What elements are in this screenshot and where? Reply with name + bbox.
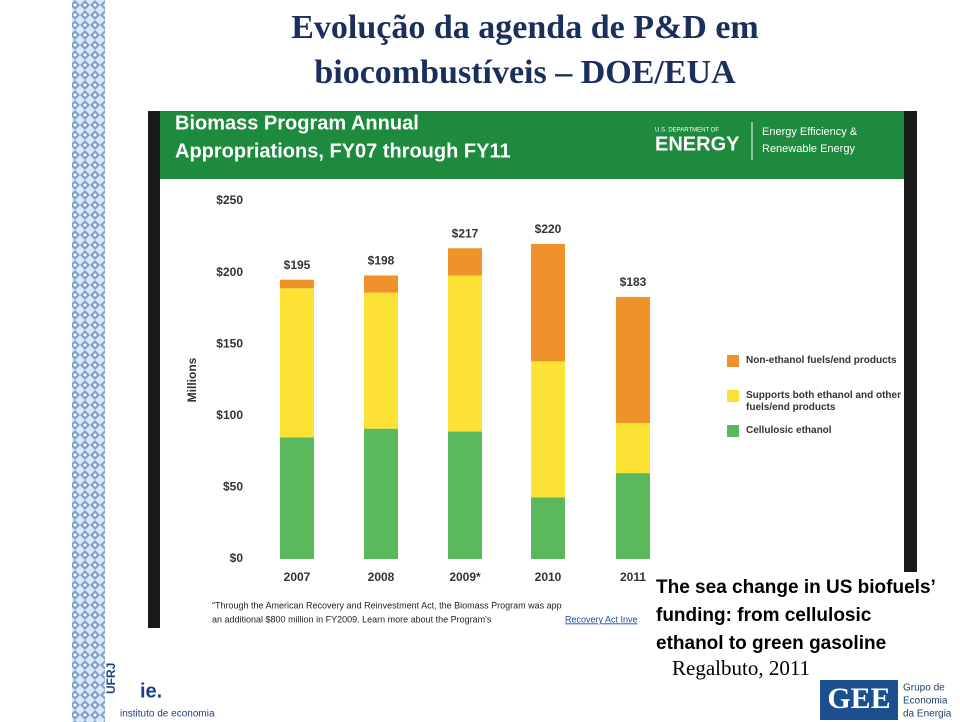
logo-mark: ie. (140, 680, 162, 702)
bar-segment (280, 437, 314, 559)
y-tick-label: $50 (223, 480, 243, 494)
bar-segment (364, 292, 398, 429)
legend-label: Non-ethanol fuels/end products (746, 355, 897, 366)
x-tick-label: 2007 (284, 570, 311, 584)
legend-swatch (727, 390, 739, 402)
chart-title: Appropriations, FY07 through FY11 (175, 140, 511, 162)
total-label: $220 (535, 222, 562, 236)
bar-segment (531, 361, 565, 498)
x-tick-label: 2010 (535, 570, 562, 584)
bar-segment (616, 296, 650, 423)
overlay-box (652, 572, 960, 662)
footnote: “Through the American Recovery and Reinv… (212, 600, 562, 610)
y-tick-label: $150 (216, 336, 243, 350)
x-tick-label: 2008 (368, 570, 395, 584)
total-label: $217 (452, 226, 479, 240)
chart-title: Biomass Program Annual (175, 112, 419, 134)
footnote: an additional $800 million in FY2009. Le… (212, 614, 492, 624)
total-label: $183 (620, 275, 647, 289)
overlay-text: The sea change in US biofuels’ (656, 577, 936, 598)
legend-label: Cellulosic ethanol (746, 425, 832, 436)
total-label: $195 (284, 258, 311, 272)
bar-segment (280, 288, 314, 438)
x-tick-label: 2009* (449, 570, 481, 584)
citation: Regalbuto, 2011 (672, 656, 810, 680)
slide-title: biocombustíveis – DOE/EUA (314, 54, 736, 91)
y-tick-label: $200 (216, 265, 243, 279)
bar-segment (280, 279, 314, 289)
bar-segment (531, 243, 565, 362)
agency: ENERGY (655, 133, 740, 155)
footnote-link[interactable]: Recovery Act Inve (565, 614, 638, 624)
logo-name: Economia (903, 696, 948, 707)
bar-segment (531, 497, 565, 559)
y-tick-label: $100 (216, 408, 243, 422)
slide-title: Evolução da agenda de P&D em (291, 9, 759, 46)
bar-segment (616, 422, 650, 474)
bar-segment (616, 473, 650, 559)
office: Energy Efficiency & (762, 126, 858, 138)
logo-name: Grupo de (903, 683, 945, 694)
bar-segment (448, 431, 482, 559)
logo-name: da Energia (903, 709, 952, 720)
legend-swatch (727, 425, 739, 437)
overlay-text: funding: from cellulosic (656, 605, 872, 626)
y-axis-label: Millions (185, 357, 199, 402)
bar-segment (364, 275, 398, 293)
x-tick-label: 2011 (620, 570, 646, 584)
chart-header (160, 111, 904, 179)
logo-univ: UFRJ (104, 663, 118, 694)
legend-swatch (727, 355, 739, 367)
dept: U.S. DEPARTMENT OF (655, 128, 719, 134)
overlay-text: ethanol to green gasoline (656, 633, 886, 654)
y-tick-label: $0 (230, 551, 244, 565)
logo-name: instituto de economia (120, 709, 215, 720)
decor-strip (72, 0, 105, 722)
office: Renewable Energy (762, 143, 855, 155)
logo-box (820, 680, 898, 720)
logo-mark: GEE (827, 682, 890, 715)
legend-label: Supports both ethanol and other fuels/en… (746, 390, 901, 413)
bar-segment (448, 275, 482, 432)
bar-segment (448, 248, 482, 276)
bar-segment (364, 428, 398, 559)
y-tick-label: $250 (216, 193, 243, 207)
total-label: $198 (368, 254, 395, 268)
